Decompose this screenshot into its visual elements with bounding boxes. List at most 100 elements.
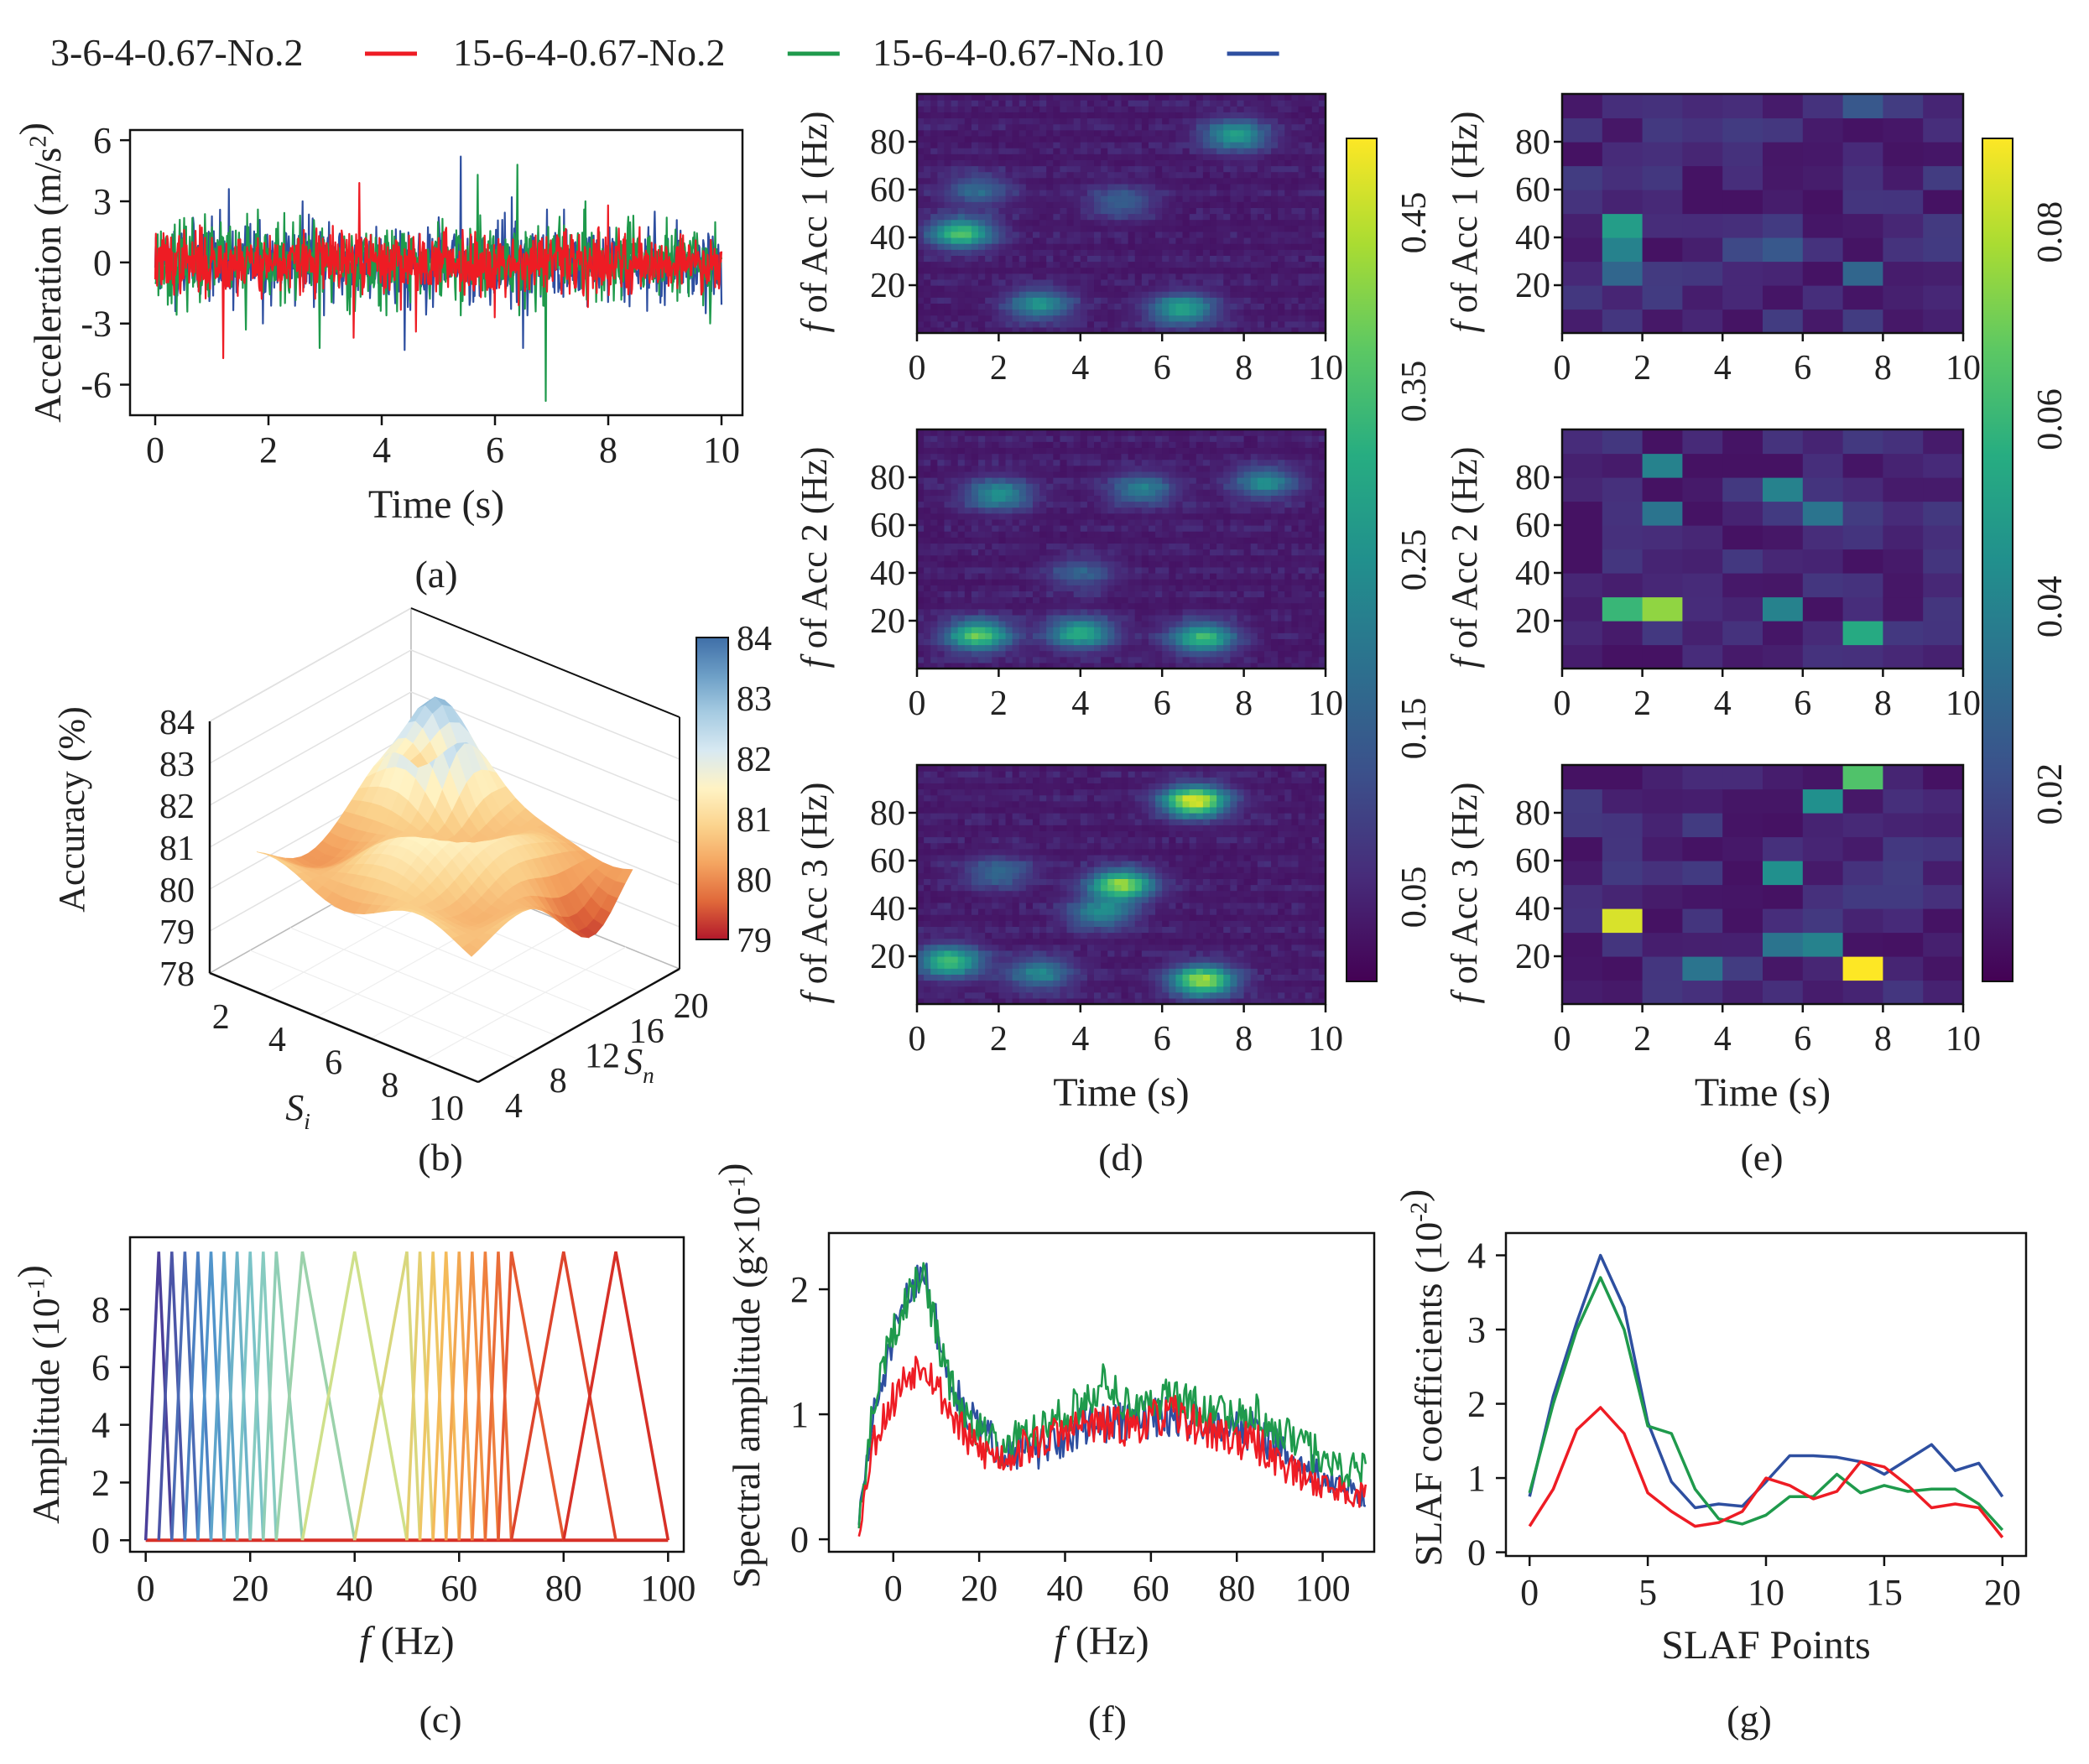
- heat-cell: [1169, 638, 1177, 646]
- heat-cell: [1189, 483, 1197, 490]
- heat-cell: [1175, 447, 1184, 455]
- heat-cell: [930, 644, 938, 652]
- heat-cell: [937, 213, 946, 221]
- heat-cell: [1271, 142, 1279, 148]
- heat-cell: [1066, 471, 1075, 478]
- heat-cell: [930, 602, 938, 610]
- heat-cell: [1107, 135, 1115, 143]
- heat-cell: [1012, 273, 1020, 280]
- heat-cell: [1237, 638, 1245, 646]
- heat-cell: [1237, 129, 1245, 137]
- heat-cell: [1175, 596, 1184, 604]
- heat-cell: [1141, 243, 1149, 250]
- heat-cell: [1114, 201, 1123, 208]
- heat-cell: [951, 435, 959, 442]
- heat-cell: [930, 129, 938, 137]
- heat-cell: [964, 560, 972, 568]
- heat-cell: [1107, 621, 1115, 627]
- heat-cell: [1094, 632, 1102, 639]
- heat-cell: [971, 297, 979, 304]
- heat-cell: [992, 201, 999, 208]
- heat-cell: [1223, 231, 1231, 238]
- heat-cell: [1263, 309, 1272, 316]
- heat-cell: [1175, 608, 1184, 616]
- heat-cell: [1012, 453, 1020, 461]
- heat-cell: [1066, 297, 1075, 304]
- heat-cell: [1311, 123, 1320, 131]
- heat-cell: [1005, 315, 1013, 322]
- heat-cell: [1121, 447, 1129, 455]
- heat-cell: [1318, 112, 1326, 119]
- heat-cell: [1250, 100, 1258, 107]
- heat-cell: [1060, 638, 1068, 646]
- heat-cell: [1032, 320, 1040, 328]
- heat-cell: [1128, 537, 1136, 544]
- heat-cell: [1216, 602, 1224, 610]
- heat-cell: [1148, 297, 1156, 304]
- heat-cell: [1046, 602, 1054, 610]
- heat-cell: [992, 656, 999, 663]
- heat-cell: [985, 471, 992, 478]
- heat-cell: [1018, 537, 1027, 544]
- heat-cell: [1141, 171, 1149, 179]
- heat-cell: [1189, 507, 1197, 514]
- heat-cell: [1128, 243, 1136, 250]
- heat-cell: [1039, 447, 1047, 455]
- heat-cell: [1012, 465, 1020, 472]
- heat-cell: [998, 267, 1007, 274]
- heat-cell: [1012, 614, 1020, 622]
- heat-cell: [1237, 309, 1245, 316]
- heat-cell: [1080, 94, 1088, 101]
- heat-cell: [1175, 549, 1184, 556]
- heat-cell: [1094, 585, 1102, 591]
- heat-cell: [1128, 429, 1136, 436]
- heat-cell: [1182, 201, 1190, 208]
- heat-cell: [930, 537, 938, 544]
- heat-cell: [951, 453, 959, 461]
- heat-cell: [1216, 453, 1224, 461]
- heat-cell: [1202, 326, 1211, 334]
- heat-cell: [1134, 596, 1143, 604]
- heat-cell: [1012, 441, 1020, 448]
- heat-cell: [971, 525, 979, 532]
- heat-cell: [985, 183, 992, 190]
- heat-cell: [1257, 267, 1265, 274]
- heat-cell: [1046, 471, 1054, 478]
- heat-cell: [978, 656, 986, 663]
- heat-cell: [1032, 183, 1040, 190]
- heat-cell: [944, 177, 952, 185]
- heat-cell: [964, 495, 972, 502]
- heat-cell: [1018, 614, 1027, 622]
- heat-cell: [930, 447, 938, 455]
- heat-cell: [1121, 219, 1129, 226]
- heat-cell: [1012, 471, 1020, 478]
- heat-cell: [1216, 662, 1224, 669]
- heat-cell: [1053, 656, 1061, 663]
- heat-cell: [957, 441, 966, 448]
- heat-cell: [1182, 531, 1190, 538]
- heat-cell: [1066, 621, 1075, 627]
- heat-cell: [1202, 267, 1211, 274]
- heat-cell: [1175, 489, 1184, 496]
- heat-cell: [944, 213, 952, 221]
- heat-cell: [1066, 662, 1075, 669]
- heat-cell: [1305, 267, 1313, 274]
- heat-cell: [924, 644, 931, 652]
- heat-cell: [951, 621, 959, 627]
- heat-cell: [985, 94, 992, 101]
- heat-cell: [1196, 608, 1204, 616]
- grid-line: [289, 927, 560, 1038]
- heat-cell: [985, 495, 992, 502]
- heat-cell: [1162, 142, 1170, 148]
- heat-cell: [1080, 320, 1088, 328]
- heat-cell: [1080, 154, 1088, 160]
- heat-cell: [937, 94, 946, 101]
- heat-cell: [1032, 129, 1040, 137]
- y-tick-label: 12: [585, 1038, 620, 1076]
- heat-cell: [1216, 171, 1224, 179]
- heat-cell: [1223, 297, 1231, 304]
- heat-cell: [1128, 112, 1136, 119]
- heat-cell: [1263, 195, 1272, 202]
- heat-cell: [1134, 207, 1143, 215]
- heat-cell: [978, 285, 986, 292]
